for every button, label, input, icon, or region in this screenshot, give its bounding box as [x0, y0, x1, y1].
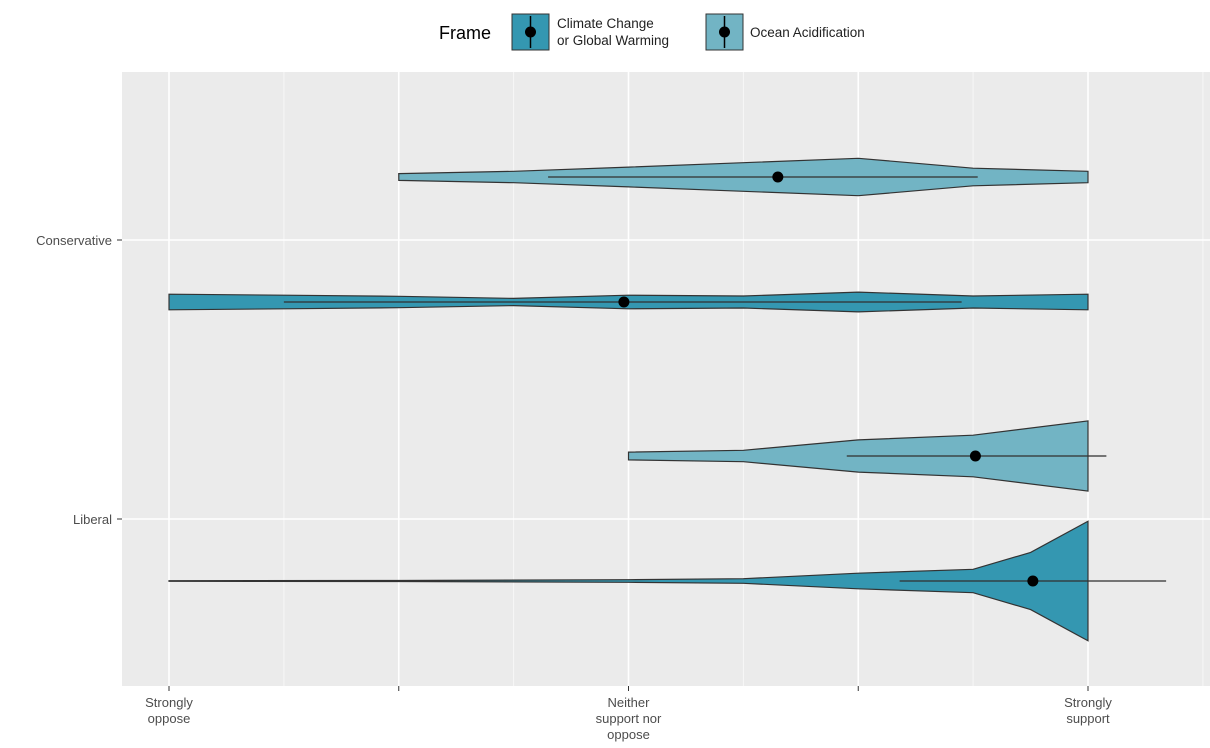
x-tick-label: Strongly support — [1064, 695, 1112, 726]
y-tick-label: Conservative — [36, 233, 112, 248]
legend: Frame Climate Change or Global Warming O… — [439, 13, 865, 51]
mean-point-ocean-acidification-conservative — [772, 171, 784, 183]
legend-label-ocean-acidification: Ocean Acidification — [750, 25, 865, 40]
x-tick-label: Strongly oppose — [145, 695, 193, 726]
legend-key-climate-change — [511, 13, 550, 51]
y-tick-label: Liberal — [73, 512, 112, 527]
legend-title: Frame — [439, 23, 491, 43]
legend-label-climate-change: Climate Change or Global Warming — [557, 16, 669, 48]
mean-point-climate-change-or-global-warming-liberal — [1027, 575, 1039, 587]
legend-key-ocean-acidification — [705, 13, 744, 51]
violins — [168, 157, 1167, 642]
axes: Liberal Conservative Strongly oppose Neither… — [36, 233, 1112, 742]
violin-climate-change-or-global-warming-liberal — [168, 520, 1089, 642]
mean-point-ocean-acidification-liberal — [969, 450, 981, 462]
x-tick-label: Neither support nor oppose — [596, 695, 662, 742]
mean-point-climate-change-or-global-warming-conservative — [618, 296, 630, 308]
